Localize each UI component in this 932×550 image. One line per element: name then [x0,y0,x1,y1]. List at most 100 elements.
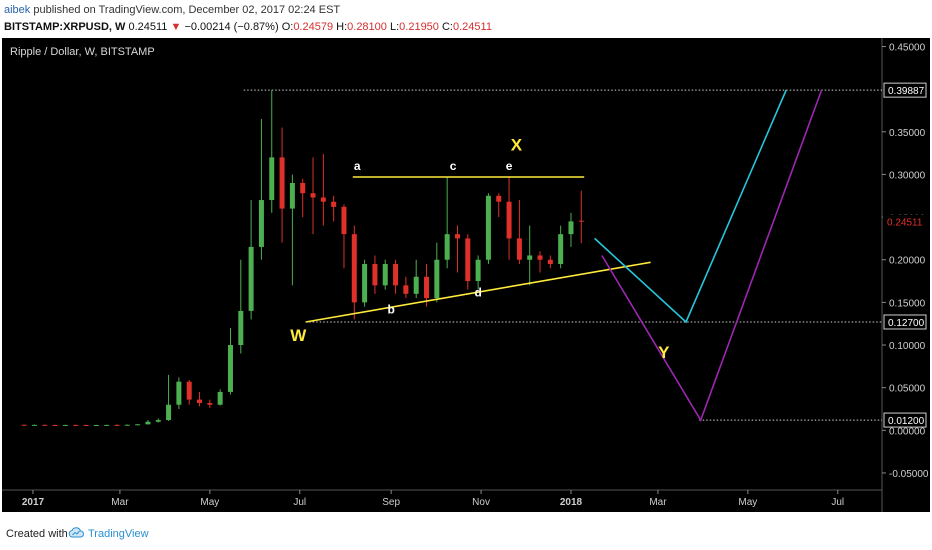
candle [73,424,79,426]
candle-body [506,201,512,239]
time-tick-label: 2018 [560,497,583,508]
candle-body [454,234,460,239]
candle [485,193,491,264]
candle-body [42,424,48,426]
time-tick-label: Sep [382,497,400,508]
candle-body [475,259,481,282]
candle-body [289,182,295,209]
candle [227,327,233,395]
quote-line: BITSTAMP:XRPUSD, W 0.24511 ▼ −0.00214 (−… [4,21,492,33]
candle [217,389,223,406]
wave-label: c [450,159,457,173]
candle-body [496,195,502,202]
candle-body [351,234,357,303]
last-price-label: 0.24511 [887,217,923,228]
price-tick-label: 0.00000 [889,426,926,437]
candle [197,391,203,407]
wave-labels: a c eXb d W Y [290,136,670,362]
candle-body [52,425,58,427]
wave-label: Y [658,343,670,362]
candle-body [331,201,337,207]
candle [516,200,522,264]
candle [527,225,533,286]
candle-body [527,255,533,260]
candle-body [114,424,120,426]
candle-body [362,264,368,303]
candle-body [93,425,99,427]
candle [506,177,512,260]
candle [362,259,368,307]
candle [547,255,553,269]
candlestick-chart[interactable]: Ripple / Dollar, W, BITSTAMP a c eXb d W Y 0.… [2,38,930,512]
candle [207,399,213,409]
candles [21,90,584,427]
candle [496,193,502,218]
support-line [305,261,651,323]
candle-body [197,399,203,404]
candle [114,424,120,426]
candle-body [393,264,399,286]
candle [62,424,68,426]
wave-label: W [290,326,307,345]
price-tick-label: 0.15000 [889,298,926,309]
time-tick-label: Nov [472,497,490,508]
price-marker: 0.01200 [883,412,927,428]
time-tick-label: May [738,497,757,508]
candle [145,420,151,425]
candle-body [155,420,161,422]
candle [351,225,357,320]
time-tick-label: 2017 [22,497,45,508]
tradingview-brand-link[interactable]: TradingView [88,528,149,540]
price-tick-label: 0.30000 [889,170,926,181]
candle [176,377,182,409]
time-tick-label: Jul [831,497,844,508]
price-marker-box [883,412,927,428]
high-label: H: [336,21,348,33]
candle-body [124,424,130,426]
price-marker-label: 0.12700 [888,318,925,329]
candle [104,424,110,426]
symbol-label: BITSTAMP:XRPUSD, W [4,21,126,33]
candle [135,423,141,426]
candle-body [217,391,223,405]
high-value: 0.28100 [347,21,387,33]
price-tick-label: 0.20000 [889,256,926,267]
candle-body [269,157,275,201]
candle-body [568,221,574,235]
candle [320,153,326,226]
price-marker-box [883,314,927,330]
candle-body [238,310,244,346]
price-axis: 0.450000.350000.300000.250000.200000.150… [882,43,929,480]
candle-body [444,234,450,260]
price-tick-label: 0.05000 [889,384,926,395]
candle [558,225,564,269]
tradingview-cloud-icon [68,527,84,538]
candle [42,424,48,426]
candle-body [21,424,27,426]
price-tick-label: 0.10000 [889,341,926,352]
candle-body [176,381,182,405]
candle [83,424,89,427]
open-label: O: [281,21,294,33]
candle-body [135,424,141,426]
candle-body [537,255,543,260]
author-link[interactable]: aibek [4,4,31,16]
candle [166,374,172,421]
price-marker-label: 0.39887 [888,86,925,97]
price-tick-label: 0.45000 [889,43,926,54]
wave-label: e [506,159,513,173]
header-bar: aibek published on TradingView.com, Dece… [0,0,932,38]
candle [269,90,275,213]
time-tick-label: May [200,497,219,508]
candle [444,177,450,269]
candle [93,424,99,427]
candle [475,255,481,290]
candle [382,259,388,290]
candle-body [227,345,233,392]
candle [434,242,440,303]
candle-body [300,182,306,194]
candle [155,418,161,423]
candle-body [516,238,522,260]
candle [465,234,471,290]
